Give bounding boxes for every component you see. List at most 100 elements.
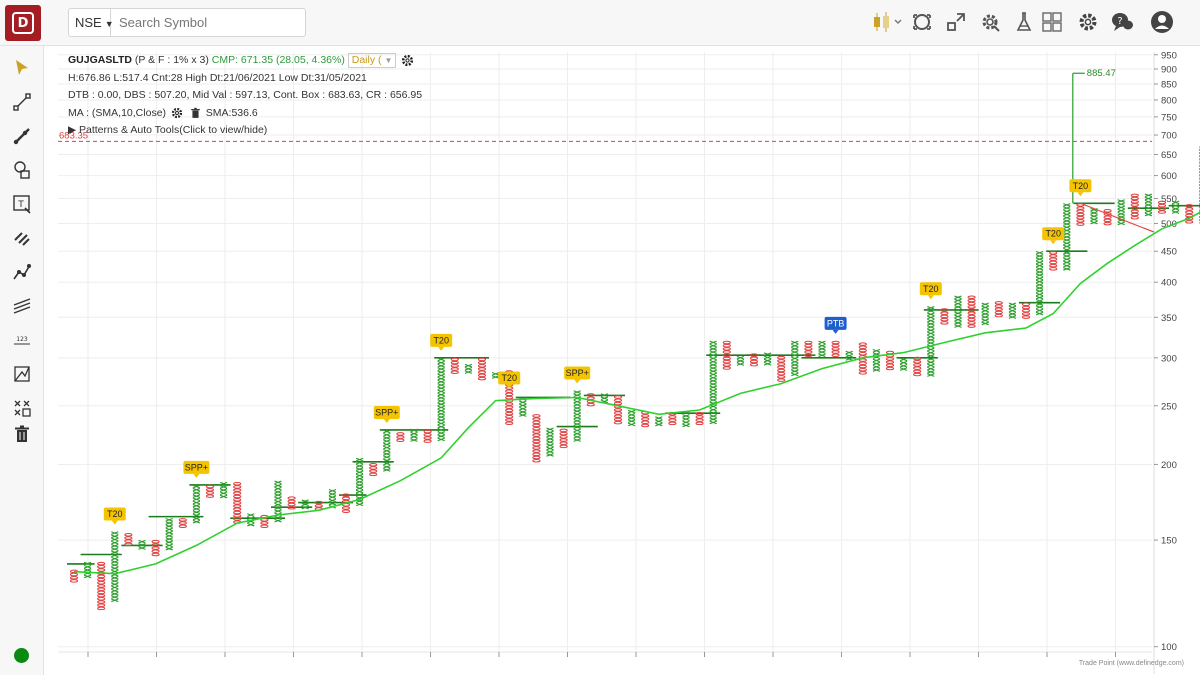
x-box — [1035, 305, 1044, 310]
x-box — [627, 412, 636, 417]
o-box — [1130, 196, 1139, 201]
o-box — [885, 357, 895, 361]
x-box — [927, 373, 935, 377]
line-tool-icon[interactable] — [10, 90, 34, 114]
o-box — [1076, 206, 1085, 210]
o-box — [695, 412, 704, 416]
o-box — [233, 517, 242, 521]
x-box — [954, 317, 962, 322]
x-box — [1171, 200, 1180, 205]
expand-icon[interactable] — [944, 10, 968, 34]
ma-settings-gear-icon[interactable] — [171, 107, 183, 119]
trash-icon[interactable] — [10, 422, 34, 446]
o-box — [97, 568, 106, 572]
tag-label: T20 — [107, 509, 123, 519]
o-box — [613, 411, 623, 415]
o-box — [505, 395, 514, 400]
o-box — [858, 367, 867, 372]
x-box — [328, 498, 337, 503]
fib-tool-icon[interactable] — [10, 226, 34, 250]
x-box — [1035, 260, 1044, 265]
x-column — [546, 427, 554, 457]
screen-icon[interactable] — [910, 10, 934, 34]
x-column — [818, 340, 826, 358]
search-input[interactable] — [113, 10, 303, 35]
o-box — [233, 501, 242, 505]
x-box — [437, 367, 445, 371]
x-box — [1063, 244, 1071, 249]
tag-label: PTB — [827, 318, 845, 328]
pattern-tool-icon[interactable] — [10, 260, 34, 284]
pnf-chart[interactable]: 100 150 200 250 300 350 400 450 500 550 600 650 700 7… — [44, 46, 1200, 675]
settings-gear-icon[interactable] — [978, 10, 1002, 34]
o-box — [641, 420, 650, 425]
lab-icon[interactable] — [1012, 10, 1036, 34]
x-box — [1035, 311, 1044, 316]
o-column — [559, 428, 568, 449]
x-box — [519, 410, 527, 414]
x-column — [383, 429, 391, 472]
text-note-icon[interactable]: T — [10, 192, 34, 216]
ma-value: SMA:536.6 — [205, 106, 258, 119]
x-box — [1035, 267, 1044, 271]
patterns-toggle[interactable]: ▶ Patterns & Auto Tools(Click to view/hi… — [68, 124, 268, 136]
o-box — [1076, 212, 1085, 217]
help-icon[interactable]: ? — [1110, 10, 1134, 34]
exchange-dropdown[interactable]: NSE ▼ — [69, 9, 114, 36]
x-box — [383, 455, 391, 460]
o-box — [1021, 305, 1031, 310]
layout-grid-icon[interactable] — [1040, 10, 1064, 34]
o-column — [233, 481, 242, 524]
info-row-ma: MA : (SMA,10,Close) SMA:536.6 — [68, 105, 422, 123]
x-box — [1035, 286, 1044, 290]
x-box — [573, 403, 581, 407]
gear-icon[interactable] — [1076, 10, 1100, 34]
o-box — [586, 393, 595, 397]
pointer-icon[interactable] — [10, 56, 34, 80]
x-box — [818, 350, 826, 354]
x-box — [1063, 203, 1071, 207]
multi-select-icon[interactable] — [10, 396, 34, 420]
o-box — [205, 487, 215, 492]
x-box — [165, 540, 173, 545]
timeframe-dropdown[interactable]: Daily ( ▼ — [347, 52, 397, 68]
x-column — [219, 481, 228, 499]
chart-area[interactable]: 100 150 200 250 300 350 400 450 500 550 600 650 700 7… — [44, 46, 1200, 675]
shape-tool-icon[interactable] — [10, 158, 34, 182]
candlestick-icon[interactable] — [870, 10, 904, 34]
o-box — [913, 372, 922, 377]
o-box — [178, 524, 187, 528]
o-box — [477, 357, 487, 362]
x-column — [791, 340, 799, 377]
o-box — [233, 507, 242, 512]
projection-tool-icon[interactable] — [10, 362, 34, 386]
x-box — [927, 347, 935, 352]
o-box — [613, 417, 623, 422]
x-box — [927, 366, 935, 371]
x-box — [1117, 205, 1125, 210]
ma-delete-trash-icon[interactable] — [190, 107, 201, 119]
settings-gear-icon[interactable] — [401, 54, 414, 67]
tag-pointer — [193, 473, 200, 478]
o-box — [124, 539, 133, 543]
trend-line-icon[interactable] — [10, 124, 34, 148]
o-box — [97, 603, 106, 607]
x-box — [437, 415, 445, 419]
user-icon[interactable] — [1150, 10, 1174, 34]
app-logo[interactable]: D — [5, 5, 41, 41]
tag-label: T20 — [501, 373, 517, 383]
x-box — [519, 400, 527, 405]
tag-pointer — [1050, 240, 1057, 245]
x-box — [383, 445, 391, 450]
x-box — [845, 357, 853, 361]
o-box — [1157, 210, 1167, 214]
x-box — [355, 492, 364, 497]
channel-tool-icon[interactable] — [10, 294, 34, 318]
o-column — [369, 462, 378, 477]
measure-tool-icon[interactable]: 123 — [10, 328, 34, 352]
o-box — [913, 360, 922, 364]
x-box — [355, 457, 364, 462]
o-box — [97, 561, 106, 566]
o-box — [858, 358, 867, 362]
